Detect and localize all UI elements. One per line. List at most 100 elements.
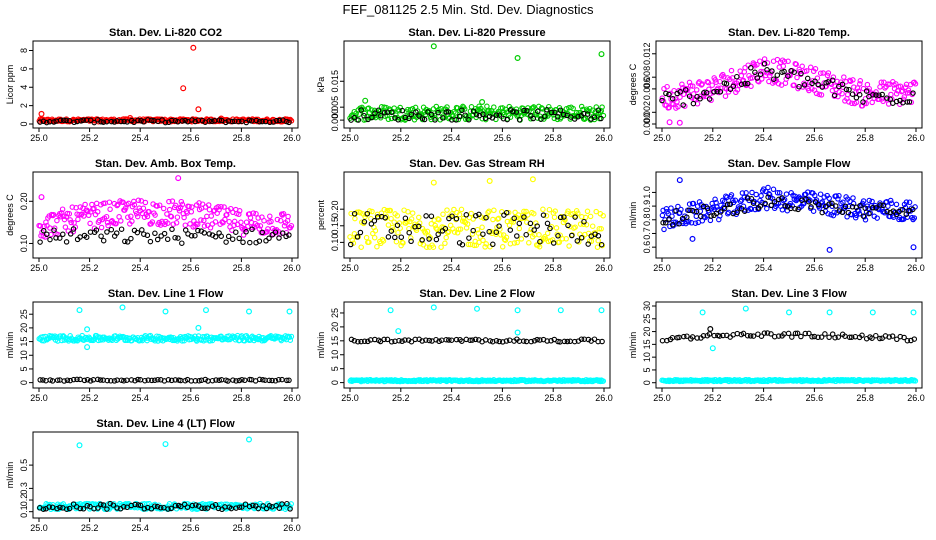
data-point	[81, 377, 88, 384]
data-point	[581, 218, 587, 225]
data-point	[449, 213, 455, 219]
data-point	[856, 91, 863, 98]
series-black	[37, 117, 292, 126]
x-tick-label: 25.8	[233, 393, 251, 403]
data-point	[68, 219, 74, 226]
data-point	[378, 113, 384, 119]
data-point	[511, 215, 517, 222]
x-tick-label: 25.4	[131, 523, 149, 533]
data-point	[567, 338, 573, 345]
data-point	[189, 204, 195, 210]
data-point	[216, 117, 223, 123]
data-point	[458, 206, 465, 213]
data-point	[530, 104, 537, 110]
data-point	[283, 233, 289, 240]
data-point	[358, 244, 364, 250]
data-point	[707, 217, 714, 224]
data-point	[128, 213, 134, 220]
x-tick-label: 25.6	[182, 133, 200, 143]
data-point	[209, 377, 216, 384]
data-point	[679, 81, 685, 88]
data-point	[445, 229, 451, 236]
data-point	[486, 107, 492, 114]
data-point	[135, 376, 141, 383]
data-point	[389, 224, 396, 231]
data-point	[40, 118, 47, 125]
data-point	[720, 204, 727, 211]
data-point	[371, 218, 378, 224]
data-point	[440, 115, 446, 121]
data-point	[77, 204, 84, 210]
data-point	[204, 213, 210, 220]
data-point	[877, 335, 883, 342]
data-point	[578, 235, 585, 241]
data-point	[273, 117, 280, 124]
data-point	[201, 223, 208, 229]
data-point	[543, 213, 550, 219]
data-point	[67, 217, 73, 223]
data-point	[698, 213, 704, 220]
y-tick-label: 20	[19, 323, 29, 333]
data-point	[792, 330, 799, 337]
data-point	[428, 111, 435, 118]
data-point	[893, 98, 900, 105]
data-point	[544, 220, 551, 227]
data-point	[358, 107, 364, 113]
y-tick-label: 10	[330, 350, 340, 360]
data-point	[279, 230, 286, 236]
data-point	[764, 60, 771, 66]
data-point	[179, 240, 185, 246]
data-point	[794, 330, 801, 337]
data-point	[566, 243, 572, 249]
data-point	[761, 61, 768, 67]
panel-9: Stan. Dev. Line 3 Flow 25.0 25.2 25.4 25.6 25…	[628, 288, 925, 403]
data-point	[899, 206, 906, 213]
y-tick-label: 0.000	[330, 109, 340, 132]
data-point	[280, 211, 287, 217]
data-point	[873, 205, 879, 211]
series-black	[659, 326, 918, 344]
x-tick-label: 25.8	[544, 263, 562, 273]
x-tick-label: 26.0	[595, 393, 613, 403]
data-point	[528, 338, 534, 345]
data-point	[364, 210, 371, 217]
data-point	[662, 220, 669, 226]
data-point	[686, 207, 692, 214]
panel-title: Stan. Dev. Amb. Box Temp.	[95, 158, 236, 170]
data-point	[880, 202, 886, 209]
data-point	[453, 336, 460, 343]
data-point	[741, 208, 748, 214]
data-point	[453, 215, 460, 222]
data-point	[497, 226, 503, 232]
data-point	[759, 76, 765, 82]
data-point	[129, 218, 135, 225]
data-point	[770, 186, 777, 193]
data-point	[832, 83, 838, 89]
data-point	[831, 209, 837, 215]
data-point	[863, 88, 870, 94]
data-point	[521, 208, 527, 215]
data-point	[749, 75, 756, 81]
data-point	[459, 107, 465, 114]
data-point	[866, 210, 872, 217]
x-tick-label: 25.4	[755, 133, 773, 143]
data-point	[267, 119, 273, 126]
data-point	[537, 238, 543, 245]
data-point	[764, 205, 770, 212]
data-point	[874, 215, 880, 221]
data-point	[80, 117, 86, 123]
data-point	[388, 115, 395, 122]
x-tick-label: 25.2	[392, 393, 410, 403]
data-point	[493, 229, 500, 235]
data-point	[530, 105, 536, 111]
data-point	[285, 213, 291, 220]
data-point	[524, 108, 530, 114]
data-point	[394, 213, 401, 219]
data-point	[804, 75, 811, 82]
outlier-point	[395, 328, 402, 335]
data-point	[408, 238, 414, 245]
plot-frame	[655, 40, 923, 129]
data-point	[172, 234, 178, 241]
data-point	[668, 205, 674, 211]
data-point	[182, 117, 188, 124]
